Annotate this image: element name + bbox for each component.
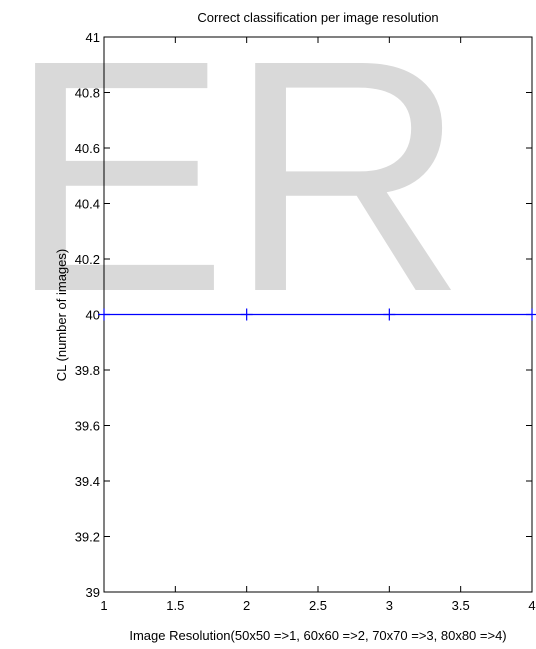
x-tick-label: 2 <box>243 598 250 613</box>
data-point-marker <box>240 308 253 321</box>
chart-title: Correct classification per image resolut… <box>197 10 438 25</box>
y-tick-label: 40.6 <box>75 141 100 156</box>
x-axis-ticks: 1 1.5 2 2.5 3 3.5 4 <box>100 37 536 613</box>
watermark-text: ER <box>8 0 466 360</box>
x-tick-label: 1.5 <box>166 598 184 613</box>
y-axis-ticks: 39 39.2 39.4 39.6 39.8 40 40.2 40.4 40.6 40.8 41 <box>75 30 532 600</box>
y-tick-label: 41 <box>86 30 100 45</box>
y-axis-label: CL (number of images) <box>54 249 69 381</box>
y-tick-label: 40.8 <box>75 86 100 101</box>
x-tick-label: 3.5 <box>452 598 470 613</box>
data-point-marker <box>98 308 110 321</box>
data-point-marker <box>383 308 396 321</box>
y-tick-label: 39.6 <box>75 419 100 434</box>
y-tick-label: 39.8 <box>75 363 100 378</box>
y-tick-label: 40 <box>86 308 100 323</box>
series-layer <box>98 308 536 321</box>
x-tick-label: 3 <box>386 598 393 613</box>
y-tick-label: 39.4 <box>75 474 100 489</box>
y-tick-label: 40.2 <box>75 252 100 267</box>
x-tick-label: 2.5 <box>309 598 327 613</box>
y-tick-label: 39 <box>86 585 100 600</box>
x-tick-label: 4 <box>528 598 535 613</box>
x-axis-label: Image Resolution(50x50 =>1, 60x60 =>2, 7… <box>129 628 506 643</box>
x-tick-label: 1 <box>100 598 107 613</box>
y-tick-label: 40.4 <box>75 197 100 212</box>
y-tick-label: 39.2 <box>75 530 100 545</box>
data-point-marker <box>526 308 536 321</box>
